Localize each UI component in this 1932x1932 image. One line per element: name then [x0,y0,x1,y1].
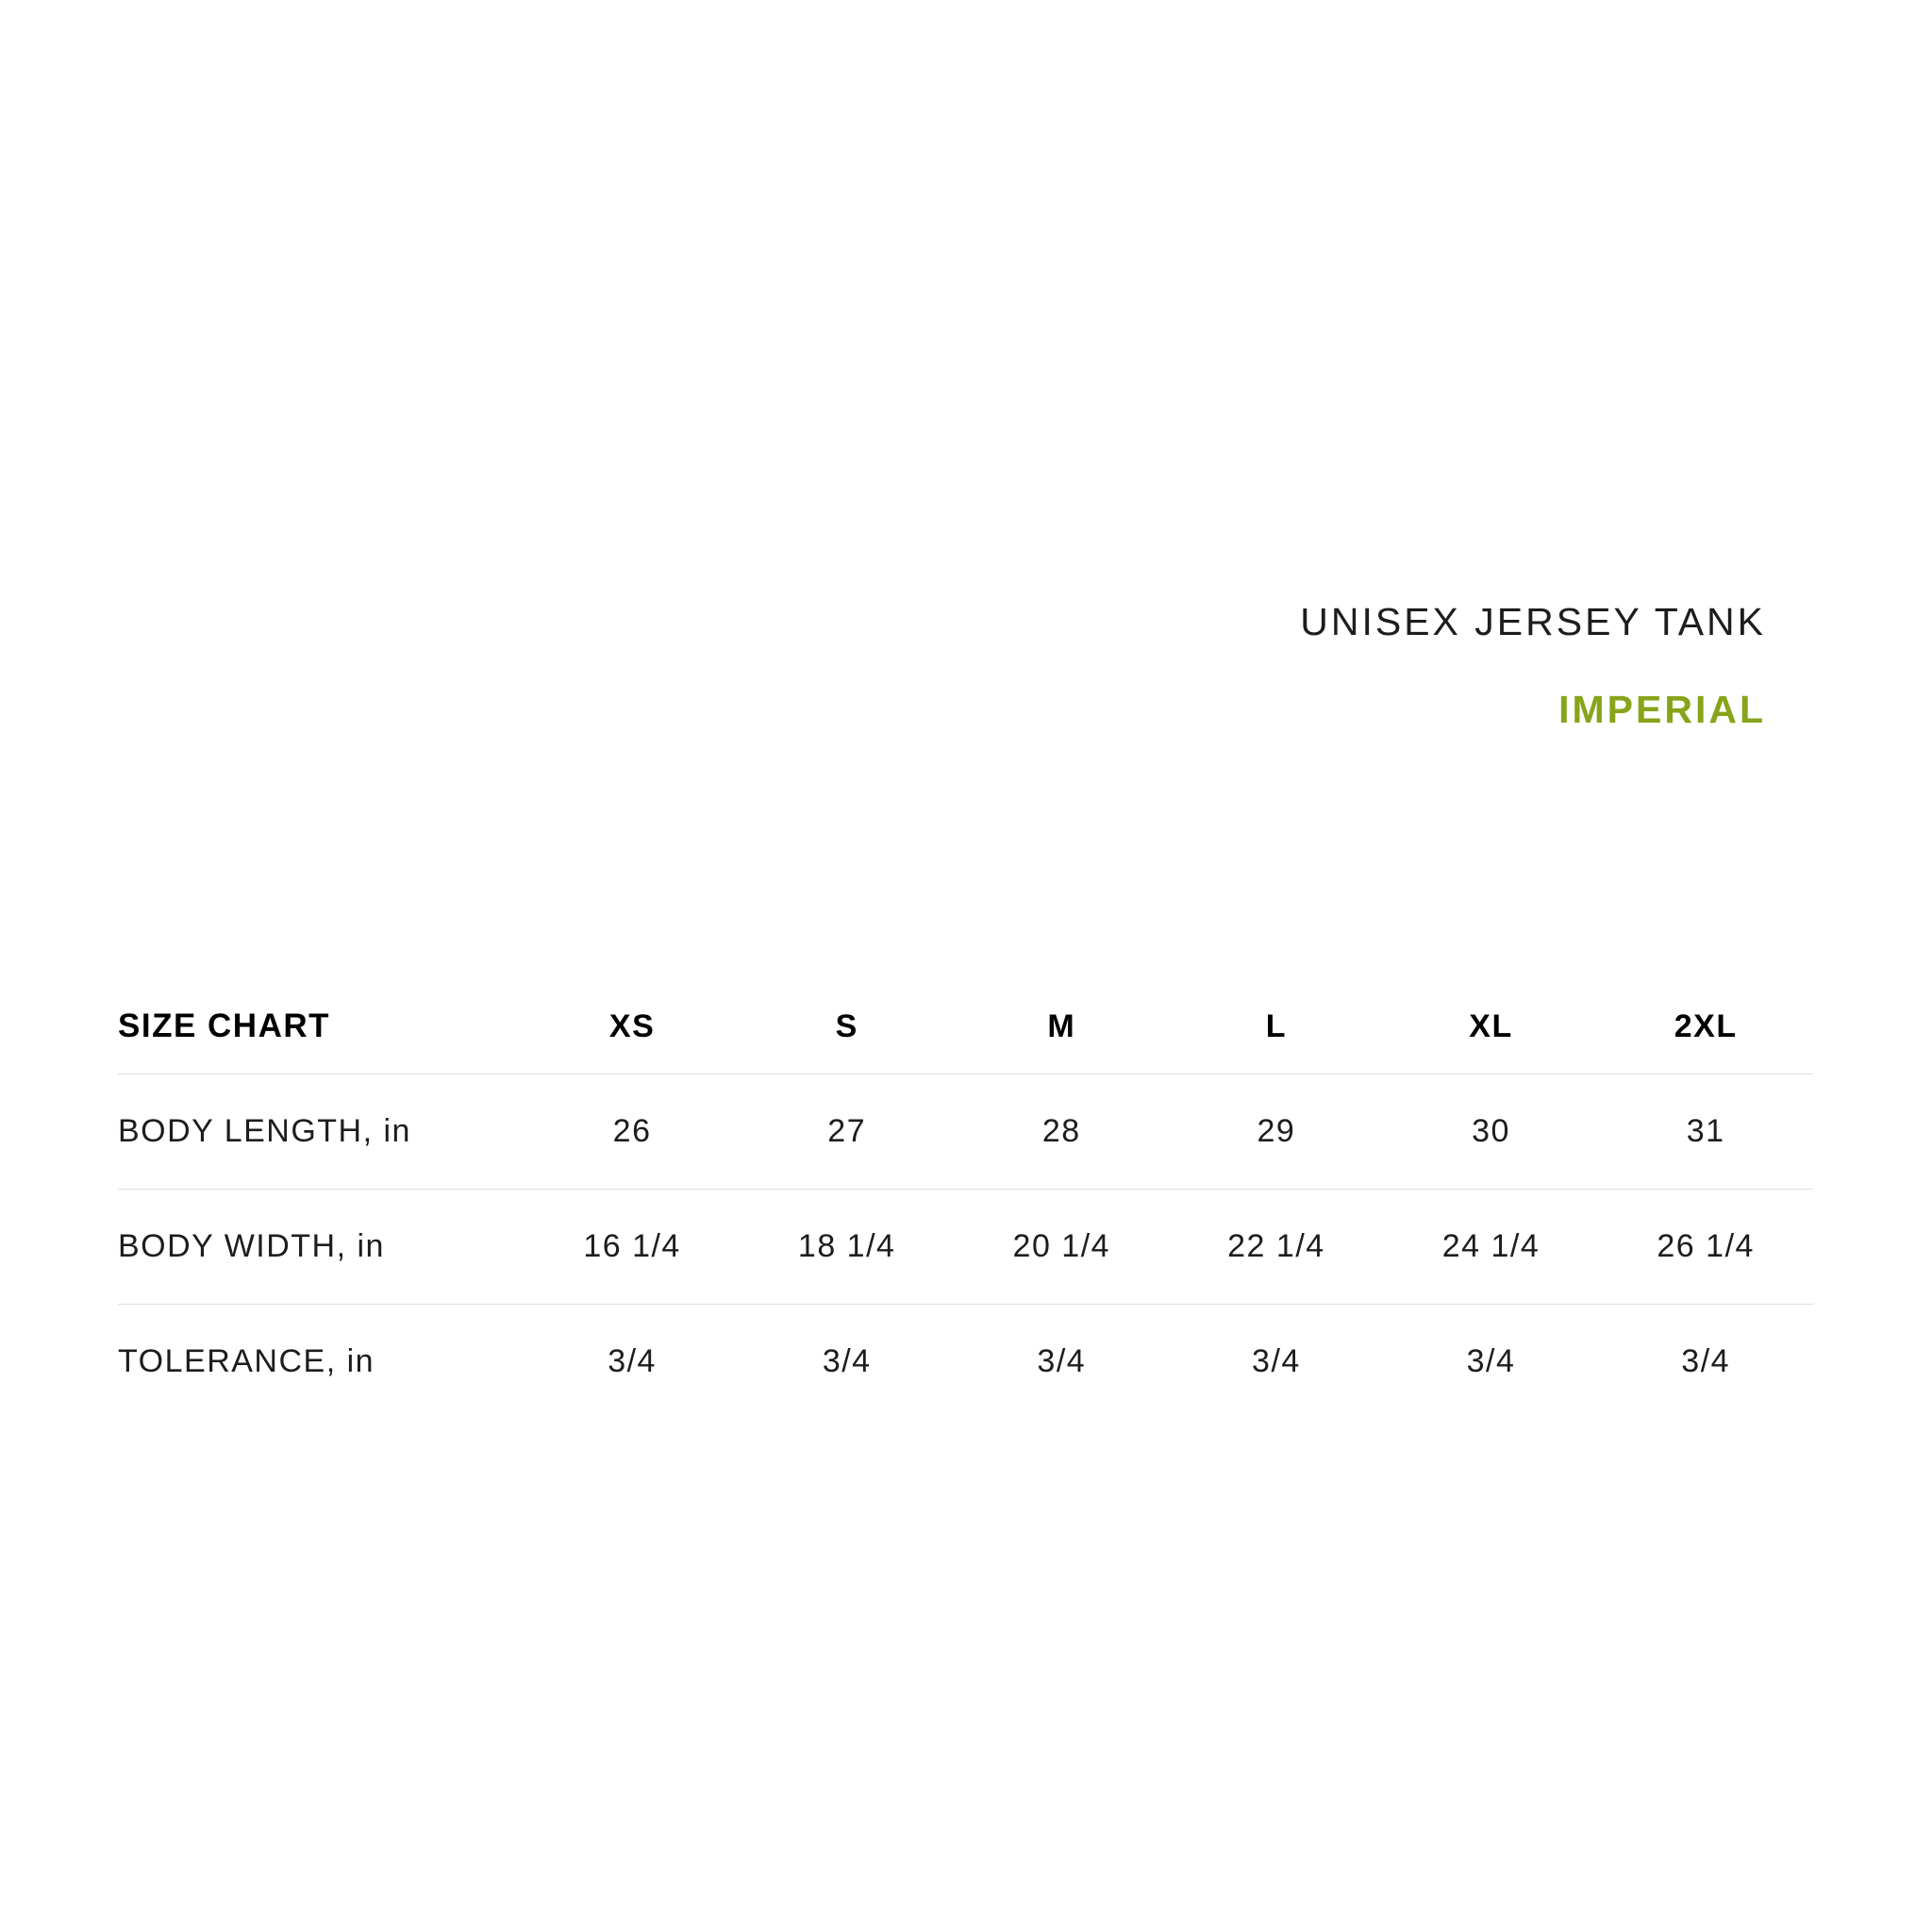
column-header-2xl: 2XL [1598,979,1813,1074]
cell: 22 1/4 [1169,1189,1384,1305]
cell: 18 1/4 [739,1189,955,1305]
cell: 20 1/4 [954,1189,1170,1305]
cell: 31 [1598,1074,1813,1190]
size-chart: SIZE CHART XS S M L XL 2XL BODY LENGTH, … [118,979,1813,1419]
product-name: UNISEX JERSEY TANK [1300,600,1766,643]
cell: 26 [525,1074,740,1190]
table-title: SIZE CHART [118,979,525,1074]
column-header-s: S [739,979,955,1074]
size-chart-table: SIZE CHART XS S M L XL 2XL BODY LENGTH, … [118,979,1813,1419]
cell: 3/4 [822,1343,872,1379]
title-block: UNISEX JERSEY TANK IMPERIAL [1300,600,1766,732]
row-label: TOLERANCE, in [118,1343,375,1379]
table-row-body-width: BODY WIDTH, in 16 1/4 18 1/4 20 1/4 22 1… [118,1189,1813,1305]
column-header-xs: XS [525,979,740,1074]
units-label: IMPERIAL [1558,688,1766,731]
column-header-xl: XL [1383,979,1599,1074]
cell: 30 [1383,1074,1599,1190]
column-header-m: M [954,979,1170,1074]
cell: 29 [1169,1074,1384,1190]
table-row-body-length: BODY LENGTH, in 26 27 28 29 30 31 [118,1074,1813,1190]
cell: 3/4 [1466,1343,1516,1379]
cell: 26 1/4 [1598,1189,1813,1305]
row-label: BODY WIDTH, in [118,1189,525,1305]
header-row: SIZE CHART XS S M L XL 2XL [118,979,1813,1074]
cell: 16 1/4 [525,1189,740,1305]
table-row-tolerance: TOLERANCE, in 3/4 3/4 3/4 3/4 3/4 3/4 [118,1305,1813,1420]
cell: 3/4 [608,1343,657,1379]
cell: 3/4 [1252,1343,1301,1379]
column-header-l: L [1169,979,1384,1074]
cell: 3/4 [1037,1343,1087,1379]
cell: 3/4 [1681,1343,1731,1379]
row-label: BODY LENGTH, in [118,1074,525,1190]
cell: 28 [954,1074,1170,1190]
cell: 24 1/4 [1383,1189,1599,1305]
cell: 27 [739,1074,955,1190]
